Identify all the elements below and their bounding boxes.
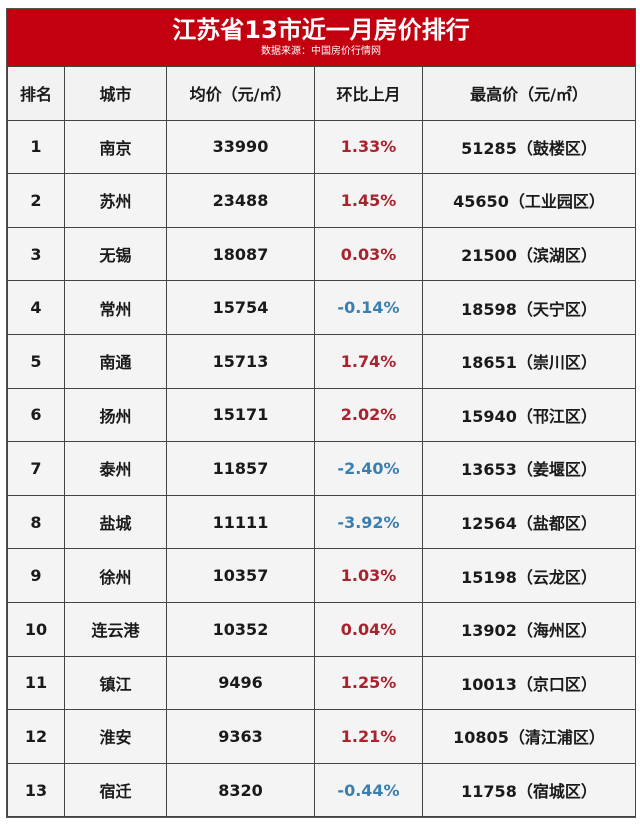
rank-cell: 3	[7, 226, 65, 282]
rank-cell: 11	[7, 655, 65, 711]
city-cell: 苏州	[64, 173, 167, 228]
rank-cell: 9	[7, 548, 65, 603]
max-price-cell: 13902（海州区）	[422, 601, 636, 657]
rank-cell: 8	[7, 494, 65, 550]
max-price-cell: 18651（崇川区）	[422, 333, 636, 389]
avg-price-cell: 9363	[166, 709, 315, 764]
avg-price-cell: 8320	[166, 762, 315, 818]
rank-cell: 6	[7, 387, 65, 443]
avg-price-cell: 15171	[166, 387, 315, 443]
table-row: 12 淮安 9363 1.21% 10805（清江浦区）	[7, 709, 636, 764]
max-price-cell: 15198（云龙区）	[422, 548, 636, 603]
mom-change-cell: -2.40%	[314, 441, 423, 496]
max-price-cell: 15940（邗江区）	[422, 387, 636, 443]
rank-cell: 1	[7, 119, 65, 175]
city-cell: 南通	[64, 333, 167, 389]
mom-change-cell: -0.14%	[314, 280, 423, 335]
page-title: 江苏省13市近一月房价排行	[172, 16, 470, 44]
table-row: 9 徐州 10357 1.03% 15198（云龙区）	[7, 548, 636, 603]
max-price-cell: 10013（京口区）	[422, 655, 636, 711]
rank-cell: 13	[7, 762, 65, 818]
header-avg-price: 均价（元/㎡）	[166, 66, 315, 121]
rank-cell: 4	[7, 280, 65, 335]
avg-price-cell: 11111	[166, 494, 315, 550]
city-cell: 淮安	[64, 709, 167, 764]
mom-change-cell: -3.92%	[314, 494, 423, 550]
city-cell: 连云港	[64, 601, 167, 657]
max-price-cell: 11758（宿城区）	[422, 762, 636, 818]
table-row: 10 连云港 10352 0.04% 13902（海州区）	[7, 601, 636, 657]
rank-cell: 10	[7, 601, 65, 657]
table-row: 8 盐城 11111 -3.92% 12564（盐都区）	[7, 494, 636, 550]
table-row: 6 扬州 15171 2.02% 15940（邗江区）	[7, 387, 636, 443]
city-cell: 宿迁	[64, 762, 167, 818]
mom-change-cell: 1.33%	[314, 119, 423, 175]
mom-change-cell: 0.03%	[314, 226, 423, 282]
data-source: 数据来源：中国房价行情网	[261, 46, 381, 57]
avg-price-cell: 15713	[166, 333, 315, 389]
city-cell: 南京	[64, 119, 167, 175]
mom-change-cell: 1.21%	[314, 709, 423, 764]
max-price-cell: 21500（滨湖区）	[422, 226, 636, 282]
header-max-price: 最高价（元/㎡）	[422, 66, 636, 121]
max-price-cell: 45650（工业园区）	[422, 173, 636, 228]
max-price-cell: 13653（姜堰区）	[422, 441, 636, 496]
avg-price-cell: 11857	[166, 441, 315, 496]
table-row: 11 镇江 9496 1.25% 10013（京口区）	[7, 655, 636, 711]
header-mom-change: 环比上月	[314, 66, 423, 121]
avg-price-cell: 23488	[166, 173, 315, 228]
table-row: 2 苏州 23488 1.45% 45650（工业园区）	[7, 173, 636, 228]
table-row: 1 南京 33990 1.33% 51285（鼓楼区）	[7, 119, 636, 175]
mom-change-cell: -0.44%	[314, 762, 423, 818]
mom-change-cell: 1.03%	[314, 548, 423, 603]
city-cell: 泰州	[64, 441, 167, 496]
mom-change-cell: 0.04%	[314, 601, 423, 657]
header-row: 排名 城市 均价（元/㎡） 环比上月 最高价（元/㎡）	[7, 66, 636, 121]
mom-change-cell: 1.45%	[314, 173, 423, 228]
max-price-cell: 10805（清江浦区）	[422, 709, 636, 764]
max-price-cell: 18598（天宁区）	[422, 280, 636, 335]
title-banner: 江苏省13市近一月房价排行 数据来源：中国房价行情网	[7, 9, 635, 66]
rank-cell: 5	[7, 333, 65, 389]
header-city: 城市	[64, 66, 167, 121]
city-cell: 扬州	[64, 387, 167, 443]
table-row: 4 常州 15754 -0.14% 18598（天宁区）	[7, 280, 636, 335]
city-cell: 常州	[64, 280, 167, 335]
city-cell: 盐城	[64, 494, 167, 550]
avg-price-cell: 10352	[166, 601, 315, 657]
mom-change-cell: 1.74%	[314, 333, 423, 389]
avg-price-cell: 33990	[166, 119, 315, 175]
avg-price-cell: 10357	[166, 548, 315, 603]
mom-change-cell: 2.02%	[314, 387, 423, 443]
table-row: 13 宿迁 8320 -0.44% 11758（宿城区）	[7, 762, 636, 818]
ranking-table-card: 江苏省13市近一月房价排行 数据来源：中国房价行情网 排名 城市 均价（元/㎡）…	[6, 8, 636, 819]
mom-change-cell: 1.25%	[314, 655, 423, 711]
table-row: 3 无锡 18087 0.03% 21500（滨湖区）	[7, 226, 636, 282]
rank-cell: 2	[7, 173, 65, 228]
table-row: 7 泰州 11857 -2.40% 13653（姜堰区）	[7, 441, 636, 496]
rank-cell: 7	[7, 441, 65, 496]
city-cell: 徐州	[64, 548, 167, 603]
max-price-cell: 51285（鼓楼区）	[422, 119, 636, 175]
city-cell: 无锡	[64, 226, 167, 282]
table-row: 5 南通 15713 1.74% 18651（崇川区）	[7, 333, 636, 389]
city-cell: 镇江	[64, 655, 167, 711]
header-rank: 排名	[7, 66, 65, 121]
ranking-table: 排名 城市 均价（元/㎡） 环比上月 最高价（元/㎡） 1 南京 33990 1.33…	[7, 66, 636, 818]
avg-price-cell: 18087	[166, 226, 315, 282]
max-price-cell: 12564（盐都区）	[422, 494, 636, 550]
avg-price-cell: 15754	[166, 280, 315, 335]
rank-cell: 12	[7, 709, 65, 764]
avg-price-cell: 9496	[166, 655, 315, 711]
